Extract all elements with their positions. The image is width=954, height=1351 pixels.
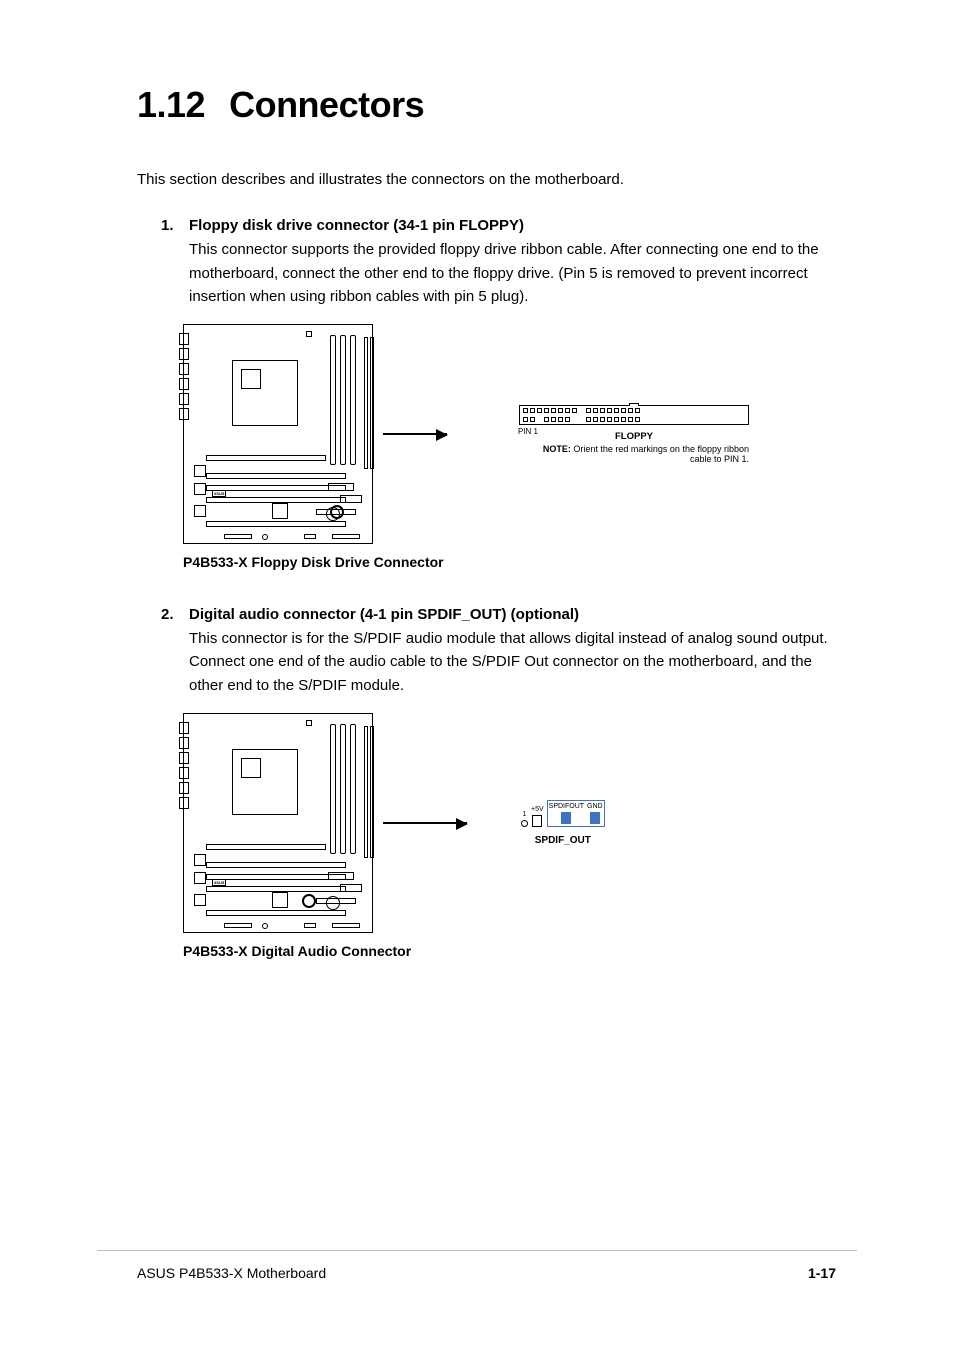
page-footer: ASUS P4B533-X Motherboard 1-17 bbox=[0, 1265, 954, 1281]
item-1-title: Floppy disk drive connector (34-1 pin FL… bbox=[189, 217, 524, 234]
motherboard-diagram-2: /ISUS bbox=[183, 713, 383, 933]
spdif-label: SPDIF_OUT bbox=[521, 835, 605, 846]
item-2-body: This connector is for the S/PDIF audio m… bbox=[189, 627, 836, 697]
page: 1.12 Connectors This section describes an… bbox=[0, 0, 954, 1351]
item-1-number: 1. bbox=[161, 217, 179, 234]
spdif-pin-1: 1 bbox=[521, 811, 528, 827]
intro-text: This section describes and illustrates t… bbox=[137, 168, 836, 191]
note-title: NOTE: bbox=[543, 444, 571, 454]
pin-5v-label: +5V bbox=[531, 806, 544, 813]
pin1-label: PIN 1 bbox=[518, 427, 538, 436]
spdif-pin-5v: +5V bbox=[531, 806, 544, 827]
floppy-label: FLOPPY bbox=[519, 431, 749, 442]
arrow-2 bbox=[383, 822, 467, 824]
footer-left: ASUS P4B533-X Motherboard bbox=[137, 1265, 326, 1281]
connector-item-1: 1. Floppy disk drive connector (34-1 pin… bbox=[137, 217, 836, 570]
figure-1-caption: P4B533-X Floppy Disk Drive Connector bbox=[183, 554, 836, 570]
figure-2-caption: P4B533-X Digital Audio Connector bbox=[183, 943, 836, 959]
pin-spdifout-label: SPDIFOUT bbox=[549, 803, 584, 810]
item-2-number: 2. bbox=[161, 606, 179, 623]
arrow-1 bbox=[383, 433, 447, 435]
floppy-note: NOTE: Orient the red markings on the flo… bbox=[519, 444, 749, 464]
spdif-header-diagram: 1 +5V SPDIFOUT GND bbox=[521, 800, 605, 846]
footer-separator bbox=[97, 1250, 857, 1251]
note-body: Orient the red markings on the floppy ri… bbox=[573, 444, 749, 464]
section-number: 1.12 bbox=[137, 84, 205, 126]
floppy-header-diagram: PIN 1 FLOPPY NOTE: Orient the red markin… bbox=[519, 405, 749, 464]
motherboard-diagram-1: /ISUS bbox=[183, 324, 383, 544]
pin-gnd-label: GND bbox=[587, 803, 603, 810]
section-title: 1.12 Connectors bbox=[137, 84, 836, 126]
figure-floppy: /ISUS bbox=[183, 324, 836, 544]
footer-right: 1-17 bbox=[808, 1265, 836, 1281]
spdif-box: SPDIFOUT GND bbox=[547, 800, 605, 827]
connector-item-2: 2. Digital audio connector (4-1 pin SPDI… bbox=[137, 606, 836, 959]
figure-spdif: /ISUS 1 + bbox=[183, 713, 836, 933]
item-1-body: This connector supports the provided flo… bbox=[189, 238, 836, 308]
item-1-head: 1. Floppy disk drive connector (34-1 pin… bbox=[137, 217, 836, 234]
item-2-head: 2. Digital audio connector (4-1 pin SPDI… bbox=[137, 606, 836, 623]
pin-extra-label: 1 bbox=[523, 811, 527, 818]
section-title-text: Connectors bbox=[229, 84, 424, 125]
item-2-title: Digital audio connector (4-1 pin SPDIF_O… bbox=[189, 606, 579, 623]
